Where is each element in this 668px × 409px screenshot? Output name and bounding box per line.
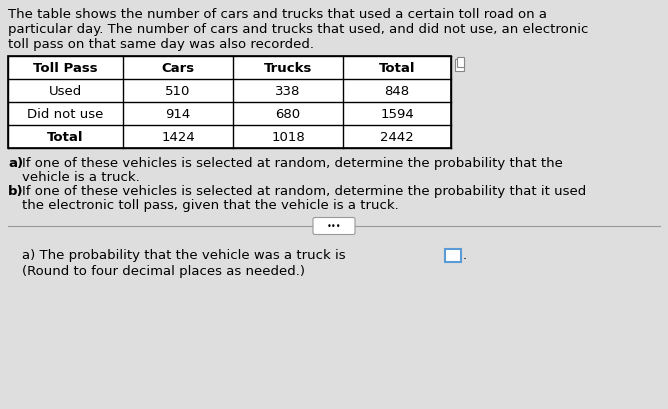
- Text: Did not use: Did not use: [27, 108, 104, 121]
- Text: 2442: 2442: [380, 131, 414, 144]
- Text: 914: 914: [166, 108, 190, 121]
- Text: Total: Total: [379, 62, 415, 75]
- Text: Used: Used: [49, 85, 82, 98]
- Text: b): b): [8, 184, 23, 198]
- Text: 510: 510: [165, 85, 190, 98]
- Text: Toll Pass: Toll Pass: [33, 62, 98, 75]
- Text: 848: 848: [385, 85, 409, 98]
- Text: 680: 680: [275, 108, 301, 121]
- Text: (Round to four decimal places as needed.): (Round to four decimal places as needed.…: [22, 264, 305, 277]
- Text: a) The probability that the vehicle was a truck is: a) The probability that the vehicle was …: [22, 248, 350, 261]
- Text: 1594: 1594: [380, 108, 414, 121]
- Text: the electronic toll pass, given that the vehicle is a truck.: the electronic toll pass, given that the…: [22, 198, 399, 211]
- FancyBboxPatch shape: [313, 218, 355, 235]
- Text: Trucks: Trucks: [264, 62, 312, 75]
- Text: a): a): [8, 157, 23, 170]
- Bar: [455, 60, 464, 72]
- Text: particular day. The number of cars and trucks that used, and did not use, an ele: particular day. The number of cars and t…: [8, 23, 589, 36]
- Bar: [445, 249, 461, 262]
- Text: •••: •••: [327, 222, 341, 231]
- Text: Total: Total: [47, 131, 84, 144]
- Text: 1018: 1018: [271, 131, 305, 144]
- Text: vehicle is a truck.: vehicle is a truck.: [22, 171, 140, 184]
- Text: If one of these vehicles is selected at random, determine the probability that t: If one of these vehicles is selected at …: [22, 157, 563, 170]
- Text: toll pass on that same day was also recorded.: toll pass on that same day was also reco…: [8, 38, 314, 51]
- Text: The table shows the number of cars and trucks that used a certain toll road on a: The table shows the number of cars and t…: [8, 8, 547, 21]
- Bar: [8, 57, 451, 148]
- Text: 338: 338: [275, 85, 301, 98]
- Text: Cars: Cars: [162, 62, 194, 75]
- Text: 1424: 1424: [161, 131, 195, 144]
- Text: .: .: [463, 248, 467, 261]
- Text: If one of these vehicles is selected at random, determine the probability that i: If one of these vehicles is selected at …: [22, 184, 587, 198]
- Bar: [457, 58, 464, 68]
